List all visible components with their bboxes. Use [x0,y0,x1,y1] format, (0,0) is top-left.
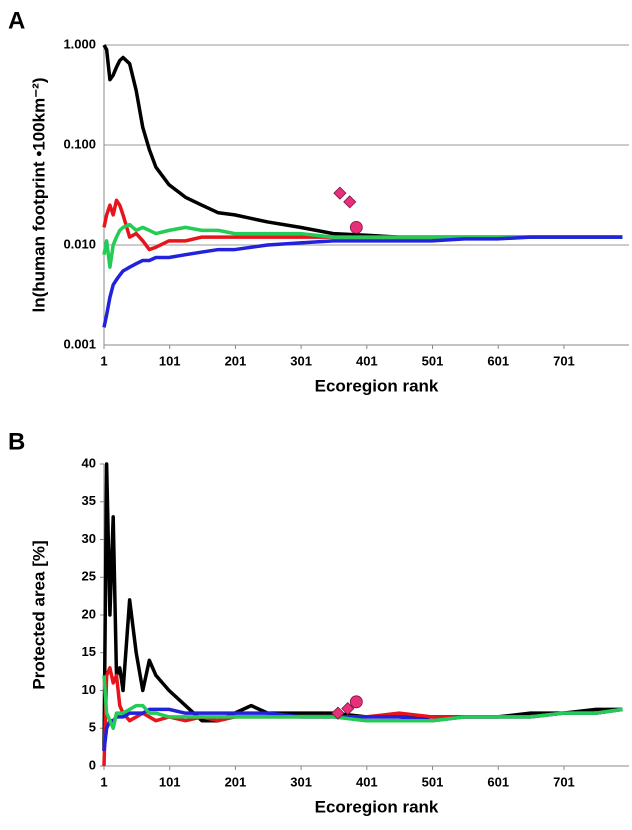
x-tick-label: 501 [422,774,444,789]
panel-label: B [8,428,25,455]
x-tick-label: 201 [225,353,247,368]
x-tick-label: 501 [422,353,444,368]
marker-circle [349,220,363,234]
y-tick-label: 15 [82,644,96,659]
marker-circle [349,695,363,709]
y-tick-label: 35 [82,493,96,508]
y-tick-label: 40 [82,455,96,470]
y-tick-label: 30 [82,531,96,546]
y-tick-label: 5 [89,720,96,735]
x-tick-label: 401 [356,353,378,368]
x-tick-label: 401 [356,774,378,789]
x-axis-label: Ecoregion rank [315,797,439,816]
panel-label: A [8,7,25,34]
series-line [102,44,623,239]
y-tick-label: 1.000 [63,36,96,51]
series-line [102,462,623,751]
y-tick-label: 0.001 [63,336,96,351]
x-tick-label: 701 [553,774,575,789]
x-tick-label: 201 [225,774,247,789]
x-tick-label: 101 [159,774,181,789]
series-line [102,235,623,328]
marker-diamond [333,186,347,200]
y-tick-label: 0.010 [63,236,96,251]
y-tick-label: 20 [82,606,96,621]
marker-diamond [341,702,355,716]
x-tick-label: 1 [100,774,107,789]
x-tick-label: 601 [487,774,509,789]
x-tick-label: 301 [290,353,312,368]
series-line [102,222,623,269]
y-axis-label: ln(human footprint •100km⁻²) [29,78,48,313]
marker-diamond [331,706,345,720]
x-tick-label: 701 [553,353,575,368]
x-tick-label: 301 [290,774,312,789]
y-tick-label: 10 [82,682,96,697]
y-tick-label: 0 [89,757,96,772]
y-tick-label: 25 [82,569,96,584]
series-line [102,675,623,730]
x-axis-label: Ecoregion rank [315,376,439,395]
x-tick-label: 601 [487,353,509,368]
y-axis-label: Protected area [%] [29,540,48,689]
x-tick-label: 101 [159,353,181,368]
y-tick-label: 0.100 [63,136,96,151]
x-tick-label: 1 [100,353,107,368]
marker-diamond [343,195,357,209]
